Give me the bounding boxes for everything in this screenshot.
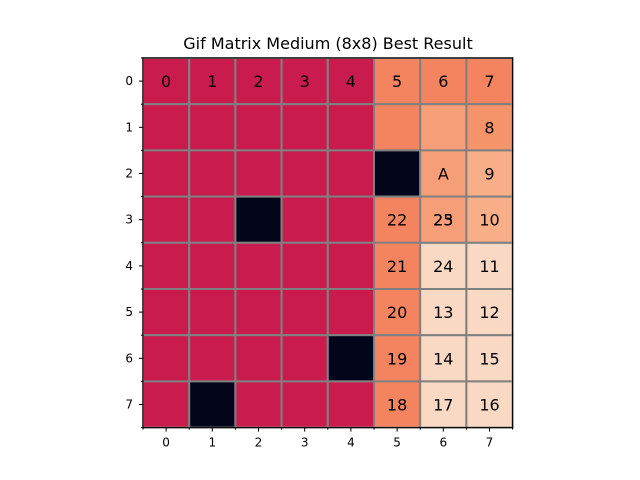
y-tick-label-1: 1	[125, 120, 133, 134]
heatmap-cell-r5-c1	[188, 288, 237, 337]
cell-label-r4-c5: 21	[387, 257, 407, 276]
cell-label-r7-c6: 17	[433, 396, 453, 415]
cell-label-r1-c7: 8	[484, 118, 494, 137]
heatmap-cell-r5-c4	[326, 288, 375, 337]
heatmap-cell-r6-c7	[465, 334, 514, 383]
heatmap-cell-r4-c7	[465, 241, 514, 291]
heatmap-cell-r4-c4	[326, 241, 375, 291]
heatmap-cell-r4-c6	[419, 241, 468, 291]
heatmap-cell-r6-c1	[188, 334, 237, 383]
cell-label-r0-c1: 1	[207, 72, 217, 91]
heatmap-cell-r5-c3	[280, 288, 329, 337]
heatmap-cell-r5-c7	[465, 288, 514, 337]
cell-label-r5-c7: 12	[479, 303, 499, 322]
heatmap-cell-r5-c6	[419, 288, 468, 337]
heatmap-cell-r3-c1	[188, 195, 237, 244]
cell-label-r3-c7: 10	[479, 211, 499, 230]
x-tick-label-6: 6	[439, 436, 447, 450]
heatmap-cell-r2-c3	[280, 149, 329, 198]
cell-label-r0-c2: 2	[253, 72, 263, 91]
chart-title: Gif Matrix Medium (8x8) Best Result	[183, 34, 472, 53]
heatmap-cell-r1-c1	[188, 103, 237, 152]
heatmap-cell-r3-c7	[465, 195, 514, 244]
heatmap-cells	[142, 57, 514, 429]
cell-label-r0-c3: 3	[300, 72, 310, 91]
heatmap-cell-r5-c2	[234, 288, 283, 337]
heatmap-cell-r7-c2	[234, 380, 283, 429]
cell-label-r7-c5: 18	[387, 396, 407, 415]
cell-label-r5-c6: 13	[433, 303, 453, 322]
x-tick-label-7: 7	[486, 436, 494, 450]
heatmap-cell-r2-c1	[188, 149, 237, 198]
cell-label-r4-c6: 24	[433, 257, 453, 276]
x-tick-label-1: 1	[208, 436, 216, 450]
heatmap-cell-r4-c2	[234, 241, 283, 291]
x-tick-label-4: 4	[347, 436, 355, 450]
heatmap-cell-r6-c0	[142, 334, 191, 383]
heatmap-cell-r4-c3	[280, 241, 329, 291]
heatmap-cell-r4-c0	[142, 241, 191, 291]
heatmap-cell-r0-c5	[373, 57, 422, 106]
heatmap-cell-r3-c0	[142, 195, 191, 244]
y-tick-label-0: 0	[125, 74, 133, 88]
heatmap-cell-r1-c4	[326, 103, 375, 152]
heatmap-cell-r4-c1	[188, 241, 237, 291]
y-tick-label-6: 6	[125, 351, 133, 365]
heatmap-cell-r2-c5	[373, 149, 422, 198]
x-tick-label-0: 0	[162, 436, 170, 450]
cell-label-r5-c5: 20	[387, 303, 407, 322]
heatmap-cell-r2-c2	[234, 149, 283, 198]
heatmap-cell-r2-c4	[326, 149, 375, 198]
cell-label-r6-c7: 15	[479, 349, 499, 368]
x-tick-label-2: 2	[255, 436, 263, 450]
cell-label-r0-c6: 6	[438, 72, 448, 91]
heatmap-cell-r3-c2	[234, 195, 283, 244]
y-tick-label-7: 7	[125, 398, 133, 412]
cell-label-r7-c7: 16	[479, 396, 499, 415]
heatmap-cell-r6-c3	[280, 334, 329, 383]
cell-label-r0-c0: 0	[161, 72, 171, 91]
heatmap-cell-r3-c5	[373, 195, 422, 244]
heatmap-cell-r5-c0	[142, 288, 191, 337]
x-tick-label-5: 5	[393, 436, 401, 450]
heatmap-cell-r1-c0	[142, 103, 191, 152]
heatmap-cell-r2-c0	[142, 149, 191, 198]
heatmap-cell-r3-c3	[280, 195, 329, 244]
heatmap-cell-r6-c4	[326, 334, 375, 383]
heatmap-cell-r7-c4	[326, 380, 375, 429]
y-tick-label-5: 5	[125, 305, 133, 319]
x-tick-label-3: 3	[301, 436, 309, 450]
heatmap-cell-r7-c1	[188, 380, 237, 429]
heatmap-cell-r7-c0	[142, 380, 191, 429]
cell-label-r2-c7: 9	[484, 165, 494, 184]
heatmap-cell-r6-c2	[234, 334, 283, 383]
cell-label-r4-c7: 11	[479, 257, 499, 276]
cell-label-r6-c5: 19	[387, 349, 407, 368]
cell-label-r3-c5: 22	[387, 211, 407, 230]
heatmap-cell-r1-c2	[234, 103, 283, 152]
heatmap-cell-r6-c6	[419, 334, 468, 383]
y-tick-label-4: 4	[125, 259, 133, 273]
heatmap-cell-r1-c5	[373, 103, 422, 152]
y-tick-label-2: 2	[125, 167, 133, 181]
heatmap-cell-r1-c3	[280, 103, 329, 152]
cell-overlay-label-0: 23	[433, 211, 453, 230]
heatmap-cell-r3-c4	[326, 195, 375, 244]
y-tick-label-3: 3	[125, 213, 133, 227]
heatmap-cell-r0-c7	[465, 57, 514, 106]
cell-label-r3-c6: 25	[433, 211, 453, 230]
heatmap-cell-r2-c6	[419, 149, 468, 198]
cell-label-r2-c6: A	[438, 165, 449, 184]
heatmap-cell-r1-c6	[419, 103, 468, 152]
heatmap-cell-r7-c3	[280, 380, 329, 429]
cell-label-r0-c5: 5	[392, 72, 402, 91]
cell-label-r6-c6: 14	[433, 349, 453, 368]
cell-label-r0-c7: 7	[484, 72, 494, 91]
cell-label-r0-c4: 4	[346, 72, 356, 91]
